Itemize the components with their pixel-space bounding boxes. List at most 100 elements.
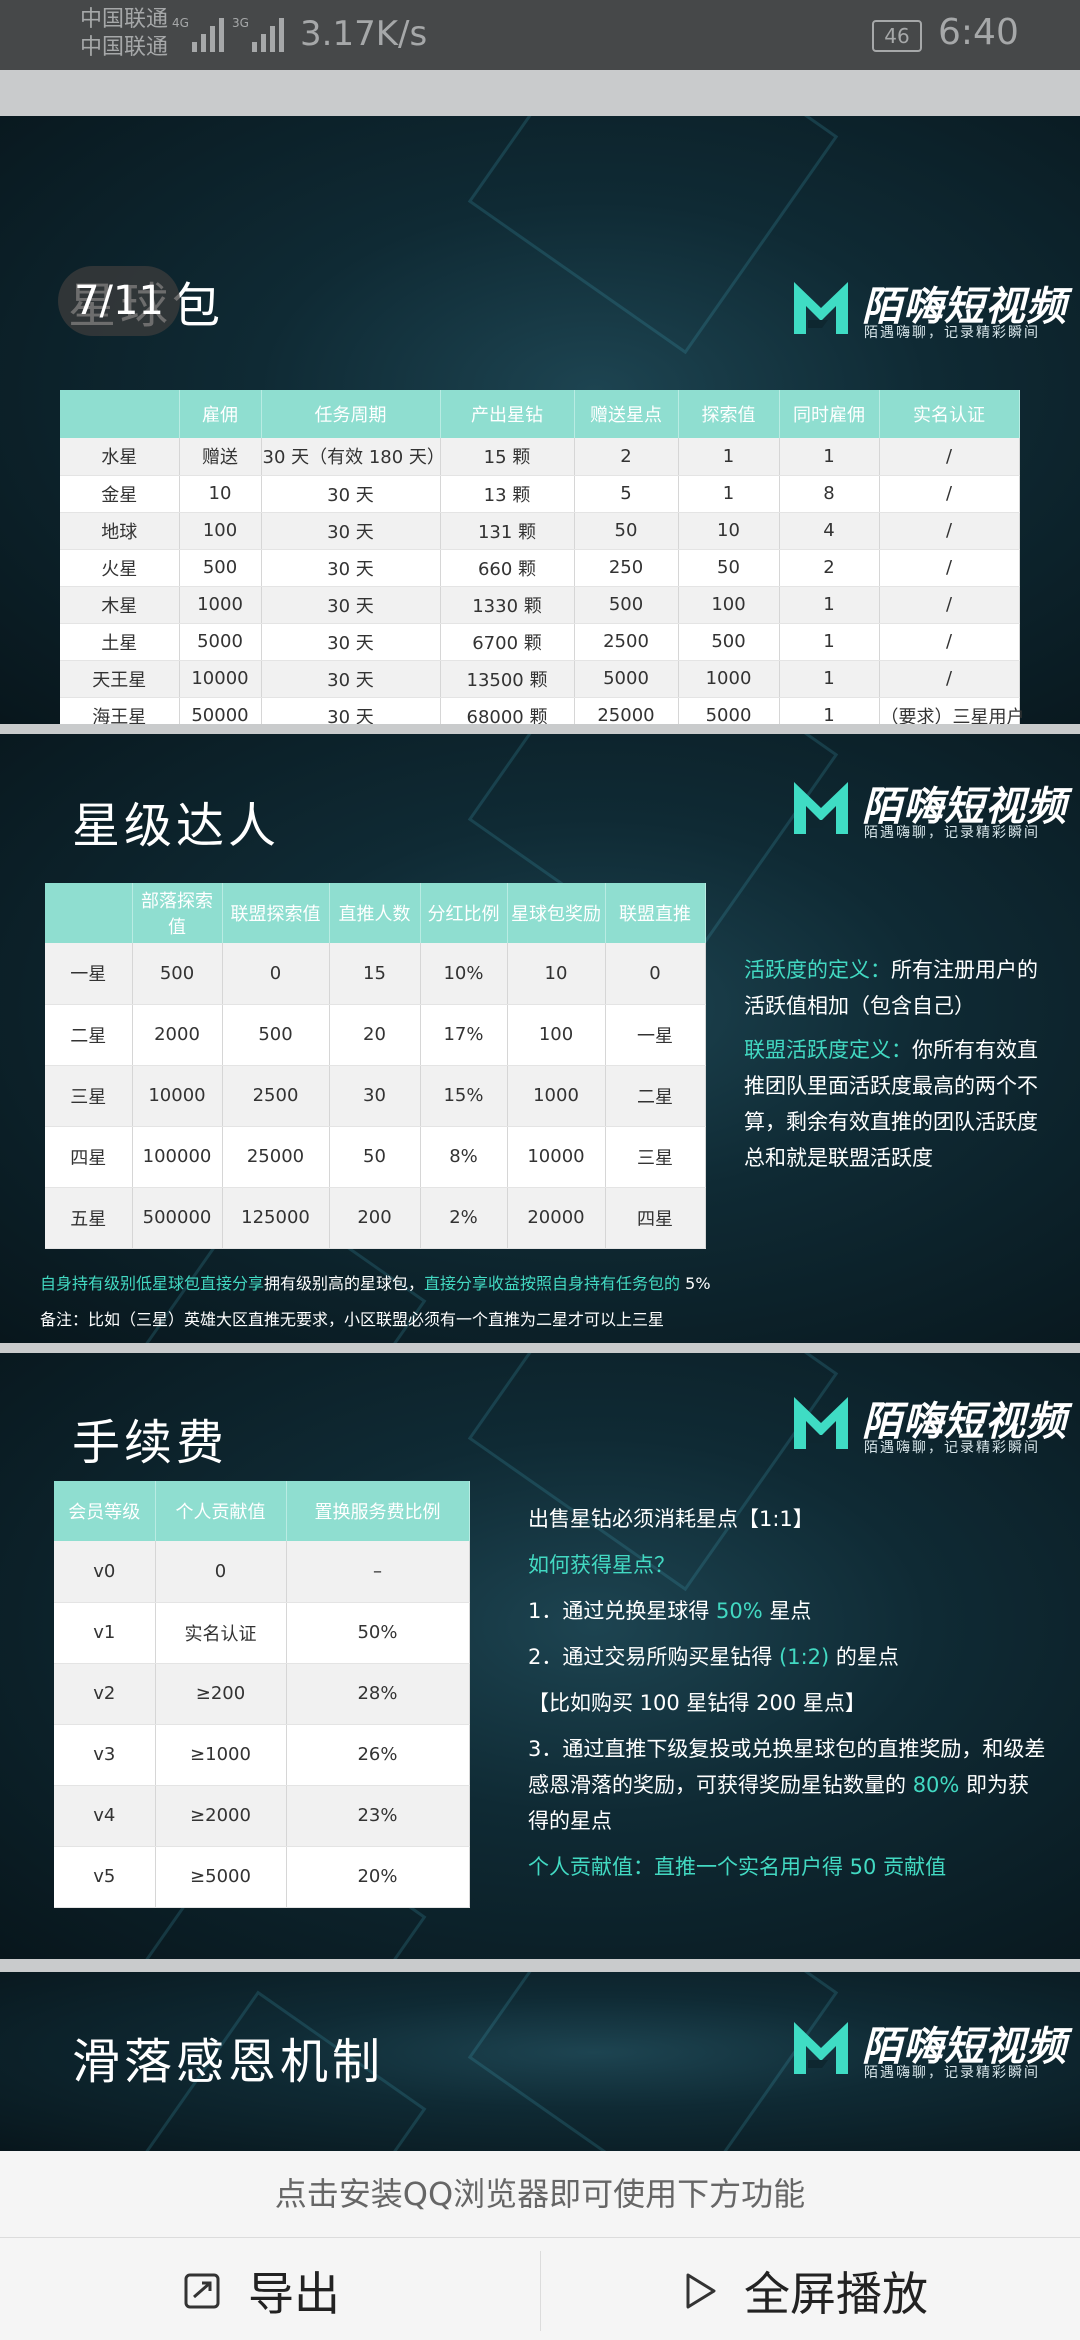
logo-name: 陌嗨短视频 <box>862 1399 1067 1445</box>
table-cell: 2 <box>574 438 679 476</box>
header-cell: 直推人数 <box>329 883 421 943</box>
table-cell: 火星 <box>60 549 180 587</box>
carrier: 中国联通 <box>80 7 169 32</box>
table-cell: ≥1000 <box>155 1724 287 1786</box>
table-row: 土星 5000 30 天 6700 颗 2500 500 1/ <box>60 623 1020 661</box>
header-cell: 同时雇佣 <box>779 390 880 438</box>
logo-name: 陌嗨短视频 <box>862 284 1067 330</box>
table-row: v2 ≥200 28% <box>54 1663 470 1725</box>
install-prompt: 点击安装QQ浏览器即可使用下方功能 <box>274 2175 806 2213</box>
table-cell: 30 <box>329 1065 421 1127</box>
table-row: v4 ≥2000 23% <box>54 1785 470 1847</box>
fullscreen-button[interactable]: 全屏播放 <box>680 2251 928 2331</box>
table-cell: 实名认证 <box>155 1602 287 1664</box>
table-cell: 金星 <box>60 475 180 513</box>
table-cell: 15 <box>329 943 421 1005</box>
description-line: 出售星钻必须消耗星点【1:1】 <box>528 1501 1048 1537</box>
description-line: 活跃度的定义：所有注册用户的活跃值相加（包含自己） <box>744 952 1044 1024</box>
table-cell: 土星 <box>60 623 180 661</box>
table-cell: 125000 <box>222 1187 330 1249</box>
header-cell: 会员等级 <box>54 1481 156 1541</box>
logo-icon <box>794 282 848 334</box>
table-cell: 100 <box>507 1004 606 1066</box>
table-row: v0 0– <box>54 1541 470 1603</box>
table-cell: 五星 <box>45 1187 133 1249</box>
table-cell: / <box>879 475 1020 513</box>
table-cell: 海王星 <box>60 697 180 724</box>
description-line: 个人贡献值：直推一个实名用户得 50 贡献值 <box>528 1849 1048 1885</box>
table-cell: 500 <box>222 1004 330 1066</box>
table-cell: ≥5000 <box>155 1846 287 1908</box>
table-cell: 500 <box>132 943 223 1005</box>
table-cell: v1 <box>54 1602 156 1664</box>
logo-icon <box>794 2022 848 2074</box>
table-row: 地球 100 30 天 131 颗 50 10 4/ <box>60 512 1020 550</box>
slide-title: 滑落感恩机制 <box>72 2034 385 2090</box>
table-cell: 131 颗 <box>440 512 575 550</box>
table-cell: 天王星 <box>60 660 180 698</box>
table-cell: – <box>286 1541 470 1603</box>
table-cell: 25000 <box>574 697 679 724</box>
table-cell: 25000 <box>222 1126 330 1188</box>
table-cell: 水星 <box>60 438 180 476</box>
highlight-text: 如何获得星点？ <box>528 1553 675 1577</box>
table-cell: ≥200 <box>155 1663 287 1725</box>
slide-title: 星级达人 <box>72 798 281 854</box>
highlight-text: 直接分享收益按照自身持有任务包的 <box>424 1274 681 1293</box>
note-block: 自身持有级别低星球包直接分享拥有级别高的星球包，直接分享收益按照自身持有任务包的… <box>40 1266 711 1338</box>
table-cell: 1 <box>678 438 780 476</box>
header-cell: 置换服务费比例 <box>286 1481 470 1541</box>
logo-slogan: 陌遇嗨聊，记录精彩瞬间 <box>864 325 1040 341</box>
signal-icon <box>192 18 224 52</box>
table-cell: 15% <box>420 1065 508 1127</box>
table-cell: 5 <box>574 475 679 513</box>
divider <box>0 2237 1080 2238</box>
header-cell: 部落探索值 <box>132 883 223 943</box>
table-cell: 四星 <box>45 1126 133 1188</box>
table-row: 四星 100000 25000 50 8% 10000 三星 <box>45 1126 706 1188</box>
table-cell: 500000 <box>132 1187 223 1249</box>
table-cell: 250 <box>574 549 679 587</box>
description-line: 联盟活跃度定义：你所有有效直推团队里面活跃度最高的两个不算，剩余有效直推的团队活… <box>744 1032 1044 1176</box>
table-cell: 30 天 <box>261 549 441 587</box>
fullscreen-label: 全屏播放 <box>744 2267 928 2321</box>
table-cell: 10000 <box>507 1126 606 1188</box>
highlight-text: 联盟活跃度定义： <box>744 1038 912 1062</box>
table-cell: 5000 <box>179 623 262 661</box>
logo-slogan: 陌遇嗨聊，记录精彩瞬间 <box>864 1440 1040 1456</box>
table-cell: 4 <box>779 512 880 550</box>
table-cell: 28% <box>286 1663 470 1725</box>
table-cell: / <box>879 549 1020 587</box>
table-cell: / <box>879 586 1020 624</box>
table-cell: 三星 <box>605 1126 706 1188</box>
table-cell: 17% <box>420 1004 508 1066</box>
logo-icon <box>794 1397 848 1449</box>
table-cell: 20000 <box>507 1187 606 1249</box>
table-cell: 1 <box>779 623 880 661</box>
table-cell: 30 天 <box>261 660 441 698</box>
table-cell: 2 <box>779 549 880 587</box>
data-table: 会员等级 个人贡献值 置换服务费比例 v0 0– v1 实名认证 50% v2 ≥200 28% v3… <box>54 1481 470 1908</box>
logo-name: 陌嗨短视频 <box>862 784 1067 830</box>
table-cell: 30 天（有效 180 天） <box>261 438 445 476</box>
logo-name: 陌嗨短视频 <box>862 2024 1067 2070</box>
description-block: 出售星钻必须消耗星点【1:1】 如何获得星点？ 1．通过兑换星球得 50% 星点 2．… <box>528 1501 1048 1895</box>
body-text: 5% <box>680 1274 711 1293</box>
export-button[interactable]: 导出 <box>180 2251 340 2331</box>
divider <box>540 2251 541 2331</box>
table-cell: 5000 <box>574 660 679 698</box>
header-cell <box>60 390 180 438</box>
network-type: 4G <box>172 16 189 30</box>
table-cell: 一星 <box>605 1004 706 1066</box>
table-cell: 68000 颗 <box>440 697 575 724</box>
table-cell: 1 <box>779 660 880 698</box>
signal-icon <box>252 18 284 52</box>
highlight-text: 活跃度的定义： <box>744 958 891 982</box>
table-row: 二星 2000 500 20 17% 100 一星 <box>45 1004 706 1066</box>
description-line: 3．通过直推下级复投或兑换星球包的直推奖励，和级差感恩滑落的奖励，可获得奖励星钻… <box>528 1731 1048 1839</box>
table-cell: 1330 颗 <box>440 586 575 624</box>
table-cell: 500 <box>678 623 780 661</box>
bottom-bar: 点击安装QQ浏览器即可使用下方功能 导出 全屏播放 <box>0 2151 1080 2340</box>
description-line: 如何获得星点？ <box>528 1547 1048 1583</box>
slide: 滑落感恩机制 陌嗨短视频 陌遇嗨聊，记录精彩瞬间 <box>0 1972 1080 2151</box>
